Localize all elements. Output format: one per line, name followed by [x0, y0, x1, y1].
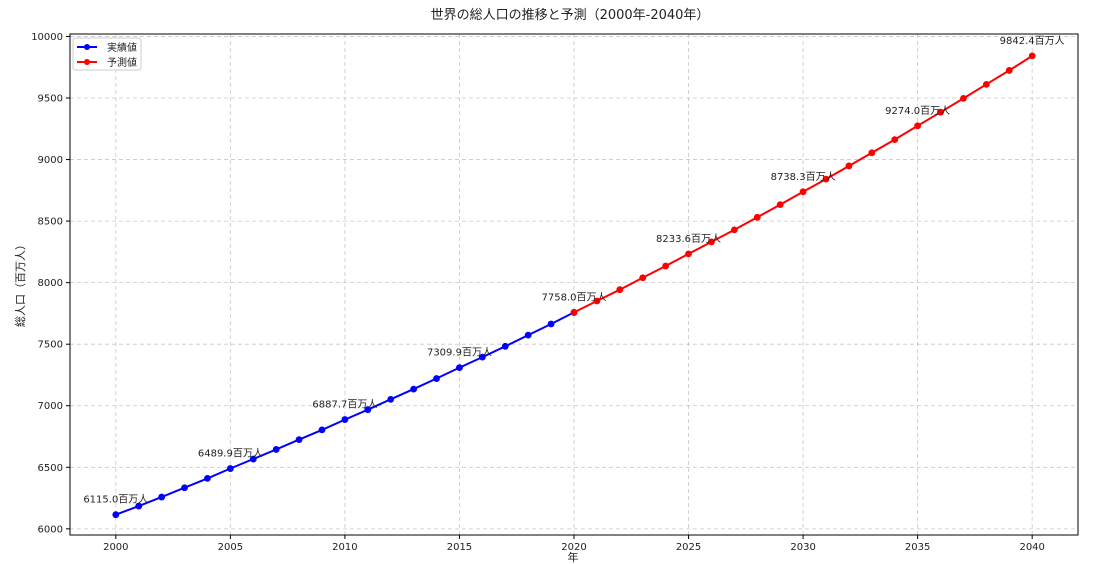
data-point — [639, 274, 647, 282]
data-point — [226, 465, 234, 472]
data-point — [249, 455, 257, 463]
y-tick-label: 10000 — [31, 32, 63, 43]
legend-label-forecast: 予測値 — [107, 56, 137, 69]
y-tick-label: 6000 — [38, 524, 63, 535]
data-point — [937, 108, 944, 116]
data-label: 8233.6百万人 — [656, 233, 721, 245]
series-actual — [112, 309, 578, 519]
y-tick-label: 7500 — [38, 340, 63, 351]
y-tick-label: 8000 — [38, 278, 63, 289]
data-point — [708, 238, 715, 246]
data-point — [295, 436, 303, 444]
x-axis: 2000 2005 2010 2015 2020 2025 2030 2035 2040 — [103, 535, 1045, 553]
data-label: 9274.0百万人 — [885, 105, 950, 117]
legend: 実績値 予測値 — [72, 37, 142, 71]
x-tick-label: 2040 — [1019, 542, 1044, 553]
x-tick-label: 2035 — [905, 542, 930, 553]
data-point — [1005, 67, 1013, 74]
y-tick-label: 9000 — [38, 155, 63, 166]
data-label: 9842.4百万人 — [1000, 35, 1065, 47]
x-tick-label: 2015 — [447, 542, 472, 553]
data-point — [868, 149, 876, 157]
data-point — [1028, 52, 1036, 60]
data-point — [433, 375, 440, 382]
data-point — [410, 385, 418, 393]
x-tick-label: 2030 — [790, 542, 815, 553]
data-label: 6115.0百万人 — [83, 494, 148, 506]
y-tick-label: 9500 — [38, 94, 63, 105]
data-point — [318, 426, 326, 434]
data-point — [135, 502, 143, 510]
x-axis-title: 年 — [568, 550, 579, 564]
data-point — [158, 493, 166, 501]
data-point — [914, 122, 922, 130]
data-point — [730, 226, 738, 234]
y-axis: 6000 6500 7000 7500 8000 8500 9000 9500 10000 — [31, 32, 70, 535]
data-label: 6887.7百万人 — [312, 399, 377, 411]
data-point — [616, 286, 624, 294]
series-layer — [112, 52, 1036, 519]
data-point — [272, 446, 280, 453]
y-tick-label: 7000 — [38, 401, 63, 412]
data-point — [387, 395, 395, 403]
x-tick-label: 2020 — [561, 542, 586, 553]
y-tick-label: 6500 — [38, 463, 63, 474]
data-point — [822, 175, 830, 183]
data-point — [753, 213, 761, 221]
data-point — [364, 406, 372, 414]
data-point — [845, 162, 853, 170]
data-point — [662, 262, 670, 270]
y-axis-title: 総人口（百万人） — [13, 239, 27, 327]
legend-label-actual: 実績値 — [107, 41, 137, 54]
data-point — [982, 80, 990, 88]
data-point — [685, 250, 692, 258]
data-point — [524, 331, 532, 339]
x-tick-label: 2025 — [676, 542, 701, 553]
data-point — [547, 320, 555, 328]
grid-lines — [70, 34, 1078, 535]
data-point — [960, 94, 967, 102]
data-point — [776, 201, 784, 209]
data-point — [112, 511, 120, 519]
data-label: 6489.9百万人 — [198, 448, 263, 460]
data-label: 7309.9百万人 — [427, 347, 492, 359]
chart-title: 世界の総人口の推移と予測（2000年-2040年） — [431, 8, 710, 23]
data-point — [501, 342, 509, 350]
legend-marker-forecast — [84, 59, 90, 65]
data-point — [570, 309, 578, 316]
legend-marker-actual — [84, 44, 90, 50]
data-label: 7758.0百万人 — [542, 291, 607, 303]
data-point — [593, 297, 601, 305]
data-point — [456, 364, 463, 372]
data-labels: 6115.0百万人 6489.9百万人 6887.7百万人 7309.9百万人 7758… — [83, 35, 1064, 506]
series-forecast — [570, 52, 1036, 316]
x-tick-label: 2000 — [103, 542, 128, 553]
data-point — [891, 136, 899, 144]
x-tick-label: 2010 — [332, 542, 357, 553]
data-point — [204, 474, 211, 482]
data-point — [181, 484, 188, 492]
data-point — [478, 353, 486, 361]
y-tick-label: 8500 — [38, 217, 63, 228]
data-label: 8738.3百万人 — [771, 171, 836, 183]
x-tick-label: 2005 — [218, 542, 243, 553]
data-point — [341, 416, 349, 423]
data-point — [799, 188, 807, 196]
